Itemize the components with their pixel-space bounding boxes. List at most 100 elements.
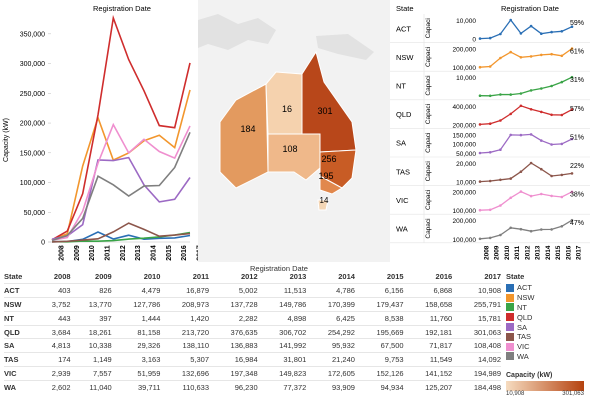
state-label: ACT [396, 24, 411, 33]
state-row-qld[interactable]: QLD Capaci 400,000 200,000 57% [390, 99, 590, 130]
state-row-nsw[interactable]: NSW Capaci 200,000 100,000 61% [390, 42, 590, 73]
table-value-cell: 194,989 [473, 369, 501, 379]
table-value-cell: 208,973 [181, 299, 210, 309]
state-row-nt[interactable]: NT Capaci 10,000 31% [390, 71, 590, 101]
mini-series-point [519, 190, 523, 193]
panel-state-header: State [396, 4, 414, 13]
table-value-cell: 1,149 [92, 355, 112, 365]
table-value-cell: 16,984 [234, 355, 258, 365]
table-value-cell: 3,684 [51, 327, 71, 337]
table-state-cell: SA [4, 341, 15, 351]
region-sa[interactable] [267, 133, 321, 181]
mini-x-tick-label: 2012 [524, 245, 531, 260]
left-chart-ylabel: Capacity (kW) [3, 118, 10, 162]
legend-item-nt[interactable]: NT [506, 303, 590, 313]
series-line-sa[interactable] [51, 156, 191, 240]
capacity-axis-label: Capaci [425, 161, 432, 181]
series-line-qld[interactable] [51, 14, 191, 241]
mini-x-tick-label: 2015 [555, 245, 562, 260]
mini-series-point [540, 192, 543, 196]
mini-series-point [529, 55, 533, 58]
region-nt[interactable] [265, 71, 303, 135]
indonesia-landmass [198, 14, 276, 50]
state-row-wa[interactable]: WA Capaci 200,000 100,000 47% [390, 214, 590, 244]
mini-series-point [519, 133, 523, 137]
capacity-axis-label: Capaci [425, 190, 432, 210]
mini-series-point [550, 52, 553, 56]
series-line-nsw[interactable] [51, 89, 191, 241]
table-value-cell: 77,372 [283, 383, 307, 393]
table-value-cell: 141,992 [279, 341, 307, 351]
state-row-act[interactable]: ACT Capaci 10,000 0 59% [390, 14, 590, 44]
capacity-gradient [506, 381, 584, 391]
mini-series-line [479, 48, 573, 68]
legend-swatch [506, 283, 514, 292]
mini-x-tick-label: 2014 [545, 245, 552, 260]
capacity-legend-title: Capacity (kW) [506, 372, 553, 379]
region-nsw[interactable] [319, 149, 357, 189]
table-header: 2016 [435, 271, 453, 281]
y-tick-label: 200,000 [20, 121, 45, 128]
mini-series-line [479, 105, 573, 126]
table-value-cell: 67,500 [380, 341, 404, 351]
state-row-tas[interactable]: TAS Capaci 20,000 10,000 22% [390, 157, 590, 187]
mini-series-point [570, 172, 574, 175]
state-row-sa[interactable]: SA Capaci 150,000 100,000 50,000 51% [390, 128, 590, 158]
series-line-wa[interactable] [51, 131, 191, 242]
growth-percent: 59% [570, 20, 584, 27]
table-value-cell: 15,781 [478, 313, 501, 323]
mini-y-tick-label: 200,000 [453, 218, 477, 225]
table-value-cell: 11,513 [283, 285, 307, 295]
legend-item-wa[interactable]: WA [506, 352, 590, 362]
legend-title: State [506, 272, 525, 281]
mini-x-tick-label: 2011 [514, 245, 521, 259]
legend-item-nsw[interactable]: NSW [506, 293, 590, 303]
table-value-cell: 158,658 [425, 299, 453, 309]
mini-series-point [560, 173, 564, 177]
mini-series-line [479, 133, 573, 154]
table-value-cell: 2,939 [51, 369, 71, 379]
mini-series-point [519, 56, 523, 59]
mini-x-tick-label: 2008 [484, 245, 491, 260]
mini-series-point [509, 177, 512, 180]
x-tick-label: 2017 [197, 245, 199, 261]
table-value-cell: 5,002 [238, 285, 258, 295]
x-tick-label: 2008 [59, 245, 66, 261]
mini-y-tick-label: 200,000 [453, 47, 477, 54]
mini-y-tick-label: 20,000 [456, 161, 476, 168]
legend-item-tas[interactable]: TAS [506, 332, 590, 342]
growth-percent: 51% [570, 134, 584, 141]
table-value-cell: 138,110 [182, 341, 210, 351]
region-tas[interactable] [317, 199, 329, 211]
state-label: TAS [396, 167, 410, 176]
legend-item-qld[interactable]: QLD [506, 312, 590, 322]
table-value-cell: 3,163 [141, 355, 161, 365]
table-row: WA 2,602 11,040 39,711 110,633 96,230 77,372 93… [4, 380, 501, 394]
mini-series-point [519, 227, 523, 231]
table-value-cell: 6,425 [336, 313, 355, 323]
region-vic[interactable] [319, 175, 344, 195]
y-tick-label: 150,000 [20, 150, 45, 157]
growth-percent: 38% [570, 192, 584, 199]
legend-item-act[interactable]: ACT [506, 283, 590, 293]
capacity-axis-label: Capaci [425, 47, 432, 67]
table-value-cell: 213,720 [181, 327, 210, 337]
mini-y-tick-label: 100,000 [453, 237, 477, 244]
mini-series-point [529, 194, 533, 198]
table-value-cell: 170,399 [327, 299, 355, 309]
mini-series-point [519, 32, 523, 35]
table-value-cell: 397 [99, 313, 112, 323]
state-row-vic[interactable]: VIC Capaci 200,000 100,000 38% [390, 185, 590, 216]
table-value-cell: 255,791 [473, 299, 501, 309]
mini-series-point [478, 94, 482, 97]
capacity-axis-label: Capaci [425, 218, 432, 238]
y-tick-label: 350,000 [20, 31, 45, 38]
mini-series-point [560, 225, 564, 228]
table-value-cell: 16,879 [186, 285, 210, 295]
y-tick-label: 250,000 [20, 91, 45, 98]
legend-item-sa[interactable]: SA [506, 322, 590, 332]
legend-item-vic[interactable]: VIC [506, 342, 590, 352]
series-line-tas[interactable] [51, 222, 191, 243]
mini-series-point [550, 174, 553, 178]
series-line-vic[interactable] [51, 122, 191, 242]
